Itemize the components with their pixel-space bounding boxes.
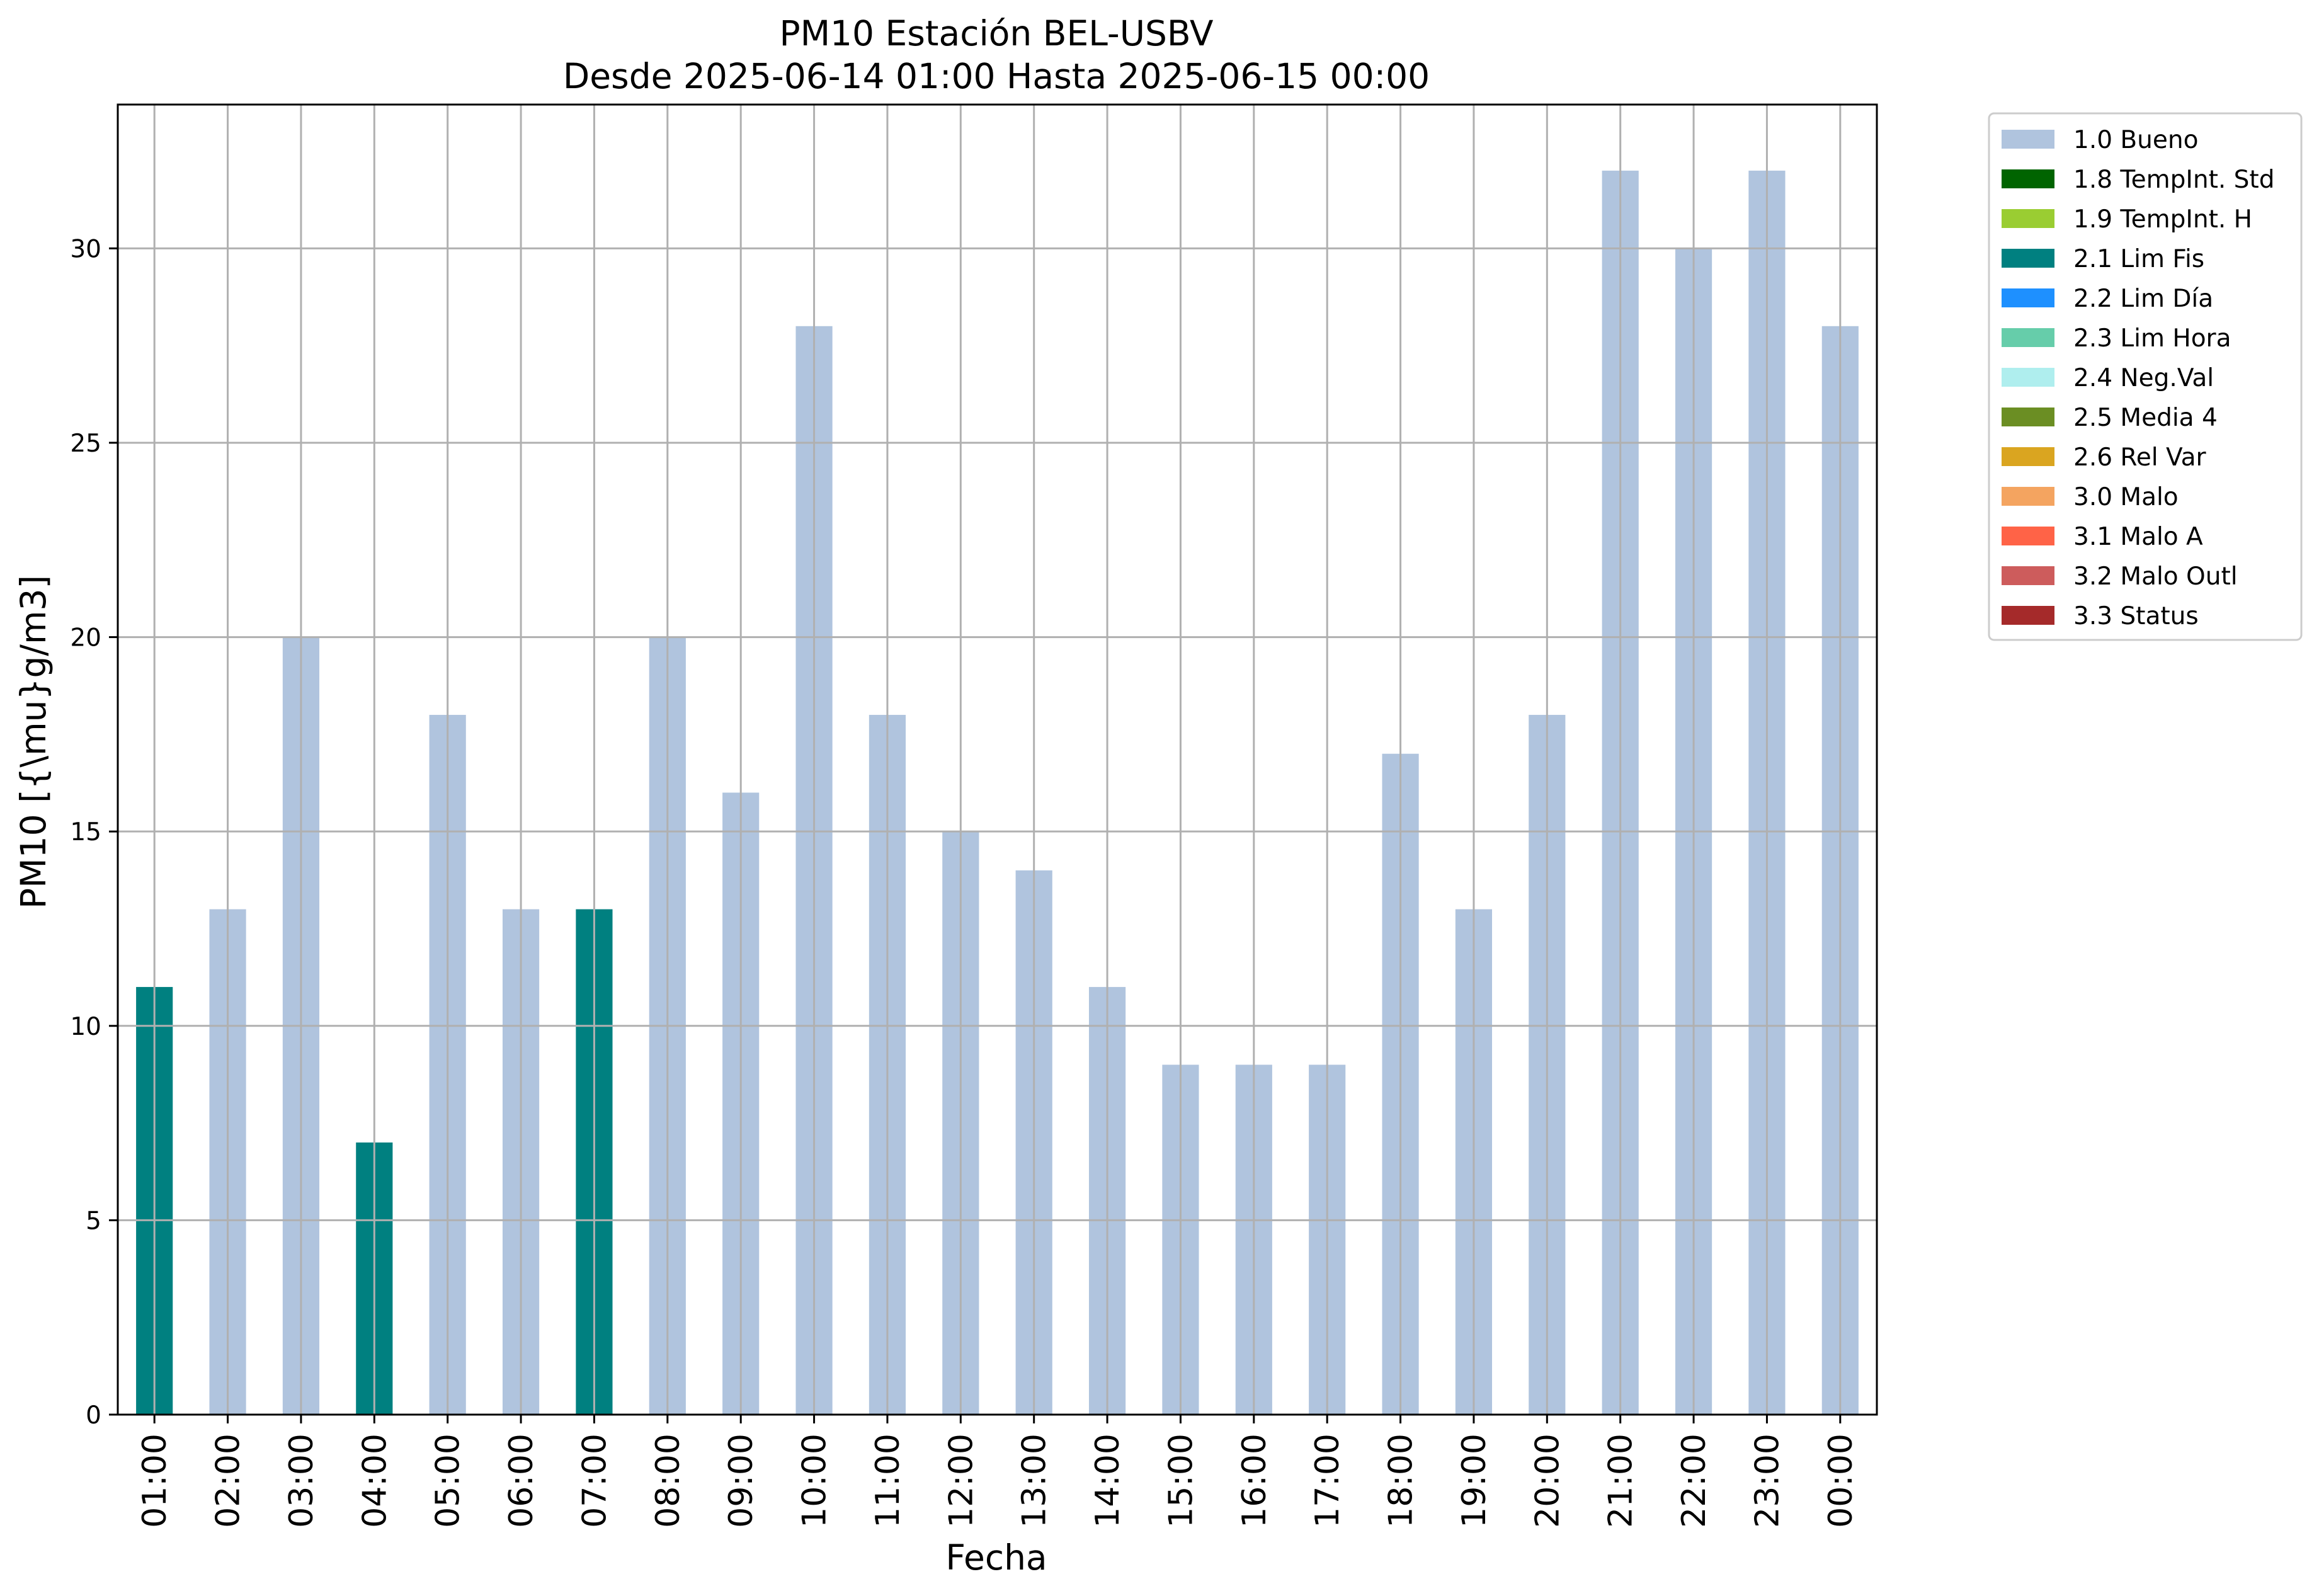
x-tick-label: 13:00	[1016, 1434, 1054, 1528]
y-tick-label: 20	[70, 624, 101, 653]
legend-frame	[1988, 112, 2303, 641]
y-axis-label: PM10 [{\mu}g/m3]	[13, 575, 54, 909]
x-tick-label: 02:00	[210, 1434, 248, 1528]
legend-label: 3.1 Malo A	[2073, 523, 2203, 551]
y-tick-label: 10	[70, 1013, 101, 1041]
x-tick-label: 05:00	[430, 1434, 467, 1528]
legend-swatch	[2002, 130, 2054, 149]
legend-swatch	[2002, 169, 2054, 188]
x-tick-label: 14:00	[1089, 1434, 1127, 1528]
legend-swatch	[2002, 288, 2054, 307]
y-tick-label: 30	[70, 235, 101, 263]
x-tick-label: 11:00	[869, 1434, 907, 1528]
y-tick-label: 15	[70, 818, 101, 846]
x-tick-label: 15:00	[1162, 1434, 1200, 1528]
legend-swatch	[2002, 368, 2054, 387]
legend-label: 3.3 Status	[2073, 602, 2199, 630]
legend-swatch	[2002, 328, 2054, 347]
legend-label: 2.4 Neg.Val	[2073, 364, 2214, 392]
chart-title: PM10 Estación BEL-USBV	[779, 13, 1213, 54]
legend-swatch	[2002, 209, 2054, 228]
x-tick-label: 03:00	[283, 1434, 321, 1528]
legend-label: 1.0 Bueno	[2073, 126, 2198, 154]
plot-frame	[117, 103, 1878, 1416]
x-tick-label: 20:00	[1529, 1434, 1566, 1528]
x-tick-label: 01:00	[136, 1434, 174, 1528]
x-tick-label: 12:00	[942, 1434, 980, 1528]
x-tick-label: 22:00	[1675, 1434, 1713, 1528]
x-tick-label: 19:00	[1456, 1434, 1493, 1528]
legend-swatch	[2002, 606, 2054, 625]
legend-swatch	[2002, 487, 2054, 506]
legend-label: 3.0 Malo	[2073, 483, 2179, 511]
legend-swatch	[2002, 447, 2054, 466]
y-tick-label: 0	[86, 1401, 101, 1430]
legend-label: 2.2 Lim Día	[2073, 285, 2213, 313]
legend-swatch	[2002, 408, 2054, 426]
legend-swatch	[2002, 566, 2054, 585]
legend-label: 2.3 Lim Hora	[2073, 324, 2231, 353]
x-tick-label: 23:00	[1748, 1434, 1786, 1528]
x-tick-label: 17:00	[1309, 1434, 1347, 1528]
x-tick-label: 00:00	[1822, 1434, 1860, 1528]
x-tick-label: 04:00	[356, 1434, 394, 1528]
x-tick-label: 16:00	[1236, 1434, 1273, 1528]
chart-subtitle: Desde 2025-06-14 01:00 Hasta 2025-06-15 …	[563, 56, 1430, 96]
x-tick-label: 06:00	[503, 1434, 540, 1528]
legend-label: 1.9 TempInt. H	[2073, 205, 2252, 234]
legend-label: 3.2 Malo Outl	[2073, 562, 2238, 591]
legend-label: 2.5 Media 4	[2073, 404, 2218, 432]
legend-label: 2.6 Rel Var	[2073, 443, 2207, 472]
x-tick-label: 10:00	[796, 1434, 834, 1528]
legend-label: 1.8 TempInt. Std	[2073, 166, 2274, 194]
x-tick-label: 09:00	[722, 1434, 760, 1528]
legend-label: 2.1 Lim Fis	[2073, 245, 2204, 273]
y-tick-label: 5	[86, 1207, 101, 1235]
x-tick-label: 08:00	[649, 1434, 687, 1528]
x-tick-label: 18:00	[1382, 1434, 1420, 1528]
legend: 1.0 Bueno 1.8 TempInt. Std 1.9 TempInt. H 2…	[1988, 112, 2303, 641]
axes: 0 5 10 15 20 25 30 01:00 02:00 03:00 04:00 05:00 06:…	[70, 103, 1878, 1528]
legend-swatch	[2002, 249, 2054, 268]
x-axis-label: Fecha	[945, 1537, 1047, 1578]
y-tick-label: 25	[70, 430, 101, 458]
x-tick-label: 21:00	[1602, 1434, 1640, 1528]
x-tick-label: 07:00	[576, 1434, 613, 1528]
legend-swatch	[2002, 527, 2054, 545]
